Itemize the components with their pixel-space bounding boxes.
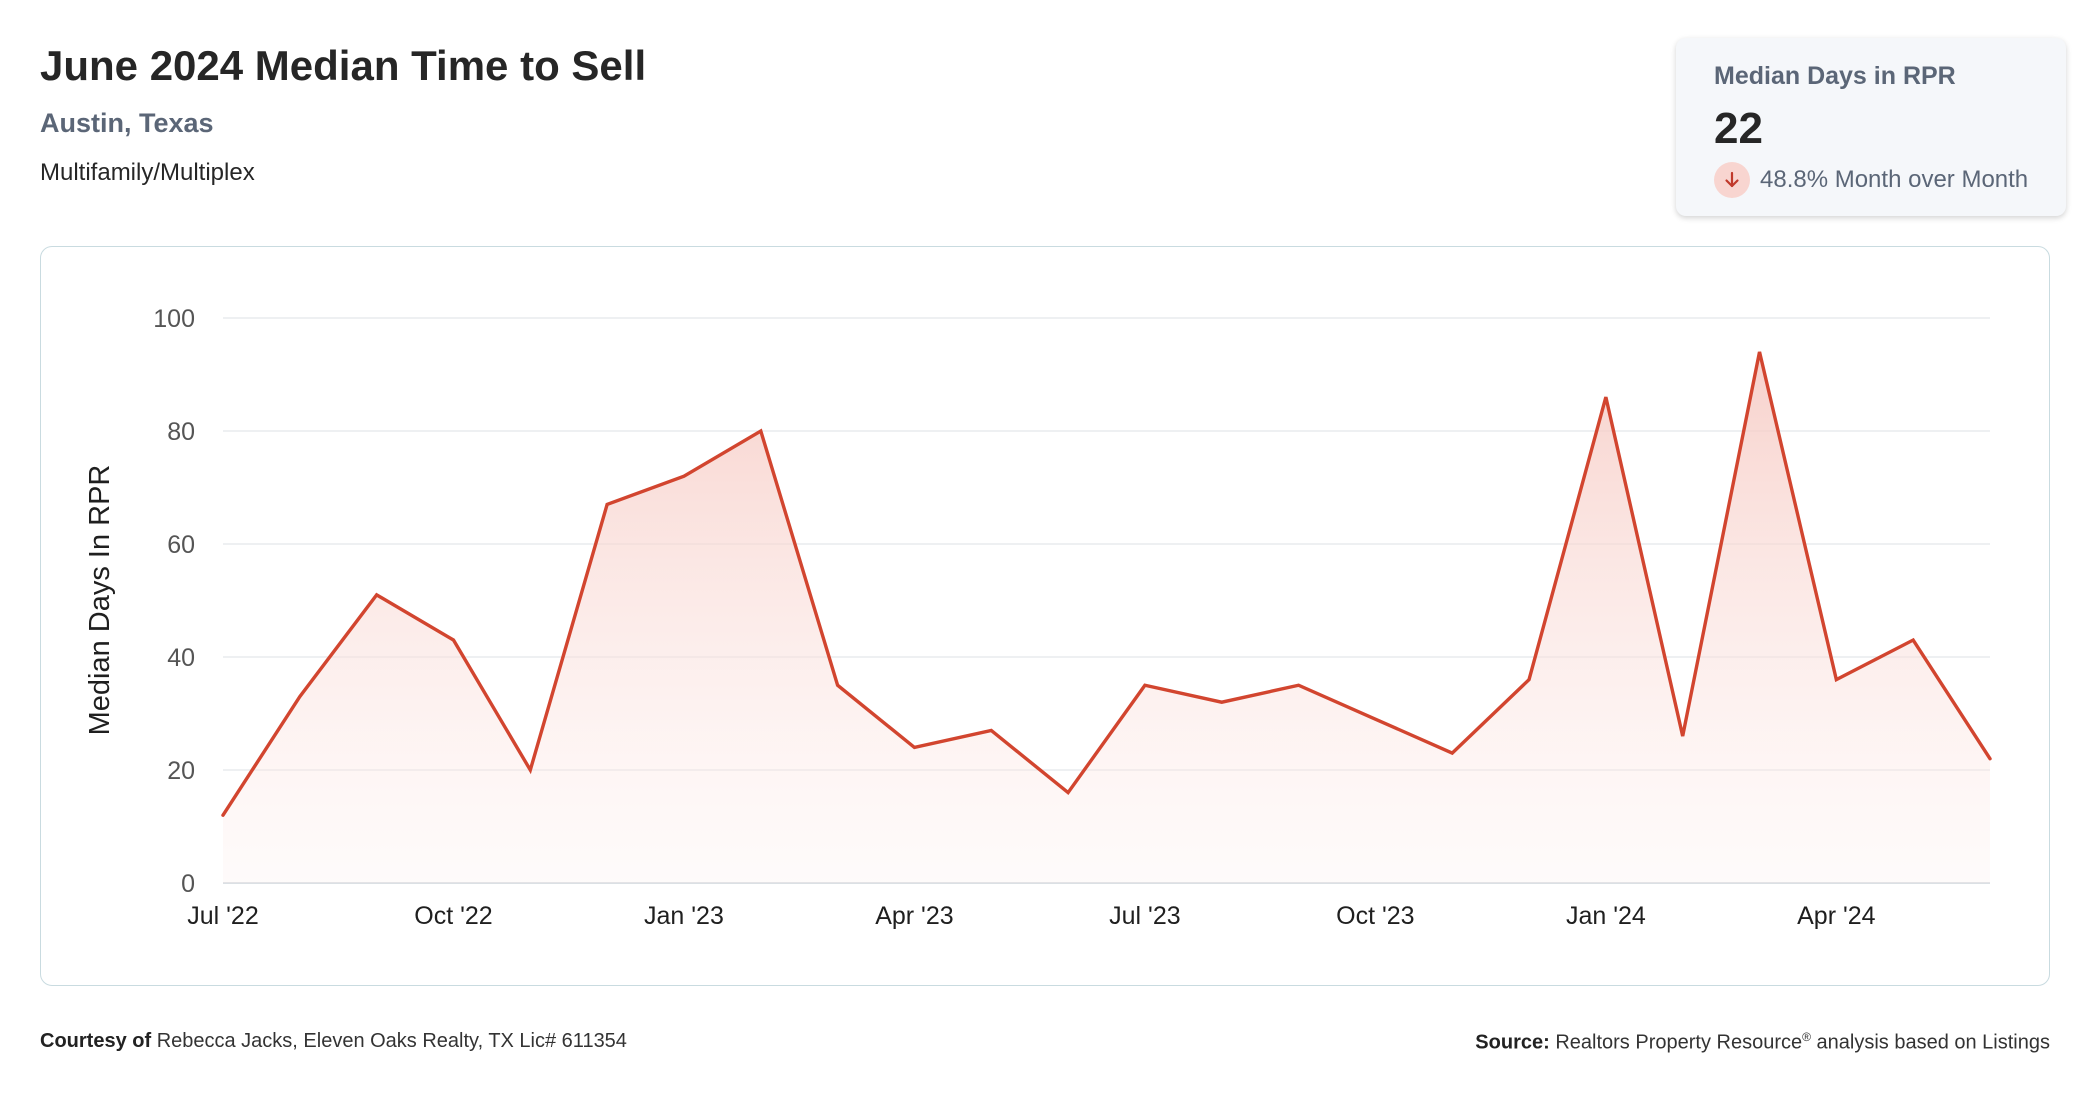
page-title: June 2024 Median Time to Sell — [40, 42, 647, 89]
data-point — [989, 728, 993, 732]
chart-panel: 0 20 40 60 80 100 Jul '22 Oct '22 Jan '23 Apr '2… — [40, 246, 2050, 986]
data-point — [1527, 678, 1531, 682]
y-tick-label: 60 — [167, 531, 195, 559]
source-text-2: analysis based on Listings — [1810, 1031, 2051, 1054]
y-tick-label: 80 — [167, 418, 195, 446]
data-point — [912, 745, 916, 749]
x-tick-label: Jul '22 — [187, 902, 258, 930]
y-tick-label: 0 — [181, 870, 195, 898]
registered-mark: ® — [1802, 1030, 1811, 1044]
x-tick-label: Jan '23 — [644, 902, 724, 930]
data-point — [1297, 683, 1301, 687]
data-point — [682, 474, 686, 478]
data-point — [1373, 717, 1377, 721]
x-tick-label: Oct '23 — [1336, 902, 1414, 930]
data-point — [1988, 757, 1992, 761]
y-tick-label: 20 — [167, 757, 195, 785]
x-tick-label: Jan '24 — [1566, 902, 1646, 930]
courtesy-footer: Courtesy of Rebecca Jacks, Eleven Oaks R… — [40, 1030, 627, 1053]
kpi-change-text: 48.8% Month over Month — [1760, 166, 2029, 193]
courtesy-label: Courtesy of — [40, 1030, 152, 1052]
kpi-card: Median Days in RPR 22 48.8% Month over M… — [1676, 38, 2066, 216]
kpi-value: 22 — [1714, 104, 1763, 153]
x-tick-label: Oct '22 — [414, 902, 492, 930]
data-point — [1681, 734, 1685, 738]
x-tick-label: Jul '23 — [1109, 902, 1180, 930]
source-footer: Source: Realtors Property Resource® anal… — [1475, 1030, 2050, 1055]
x-tick-label: Apr '24 — [1797, 902, 1876, 930]
data-point — [1911, 638, 1915, 642]
data-point — [836, 683, 840, 687]
data-point — [451, 638, 455, 642]
y-axis-ticks: 0 20 40 60 80 100 — [153, 305, 195, 898]
courtesy-text: Rebecca Jacks, Eleven Oaks Realty, TX Li… — [156, 1030, 627, 1052]
data-point — [1143, 683, 1147, 687]
data-point — [1450, 751, 1454, 755]
y-tick-label: 40 — [167, 644, 195, 672]
data-point — [1066, 791, 1070, 795]
data-point — [221, 813, 225, 817]
property-type-label: Multifamily/Multiplex — [40, 159, 255, 186]
series-line — [221, 351, 1992, 817]
data-point — [528, 768, 532, 772]
x-axis-ticks: Jul '22 Oct '22 Jan '23 Apr '23 Jul '23 Oct '… — [187, 902, 1875, 930]
data-point — [1834, 678, 1838, 682]
kpi-label: Median Days in RPR — [1714, 62, 1956, 90]
y-axis-label: Median Days In RPR — [84, 465, 116, 736]
data-point — [375, 593, 379, 597]
y-tick-label: 100 — [153, 305, 195, 333]
data-point — [1220, 700, 1224, 704]
source-text: Realtors Property Resource — [1555, 1031, 1803, 1054]
data-point — [605, 502, 609, 506]
location-subtitle: Austin, Texas — [40, 108, 214, 138]
data-point — [298, 695, 302, 699]
data-point — [1758, 350, 1762, 354]
x-tick-label: Apr '23 — [875, 902, 953, 930]
source-label: Source: — [1475, 1031, 1550, 1054]
kpi-change: 48.8% Month over Month — [1714, 162, 2028, 198]
area-chart: 0 20 40 60 80 100 Jul '22 Oct '22 Jan '23 Apr '2… — [84, 305, 1992, 930]
data-point — [1604, 395, 1608, 399]
arrow-down-icon — [1714, 162, 1750, 198]
area-layer — [221, 350, 1992, 883]
data-point — [759, 429, 763, 433]
